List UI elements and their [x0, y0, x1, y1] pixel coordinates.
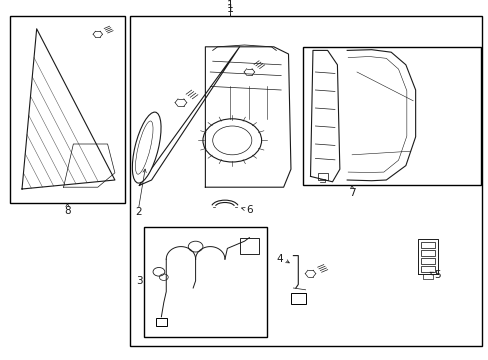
Text: 4: 4	[276, 254, 283, 264]
Bar	[303, 47, 480, 185]
Bar	[290, 293, 305, 304]
Bar	[420, 242, 434, 248]
Bar	[420, 258, 434, 264]
Bar	[144, 227, 266, 337]
Bar	[317, 173, 327, 180]
Text: 6: 6	[245, 204, 252, 215]
Bar	[239, 238, 259, 254]
Text: 5: 5	[433, 270, 440, 280]
Text: 2: 2	[135, 207, 142, 217]
Bar	[155, 318, 167, 326]
Text: 3: 3	[136, 276, 142, 286]
Text: 1: 1	[226, 4, 233, 14]
Bar	[10, 16, 124, 203]
Text: 7: 7	[348, 188, 355, 198]
Bar	[420, 266, 434, 272]
Bar	[129, 16, 481, 346]
Text: 1: 1	[226, 0, 233, 10]
Bar	[420, 250, 434, 256]
Text: 8: 8	[64, 206, 71, 216]
Ellipse shape	[132, 112, 161, 183]
